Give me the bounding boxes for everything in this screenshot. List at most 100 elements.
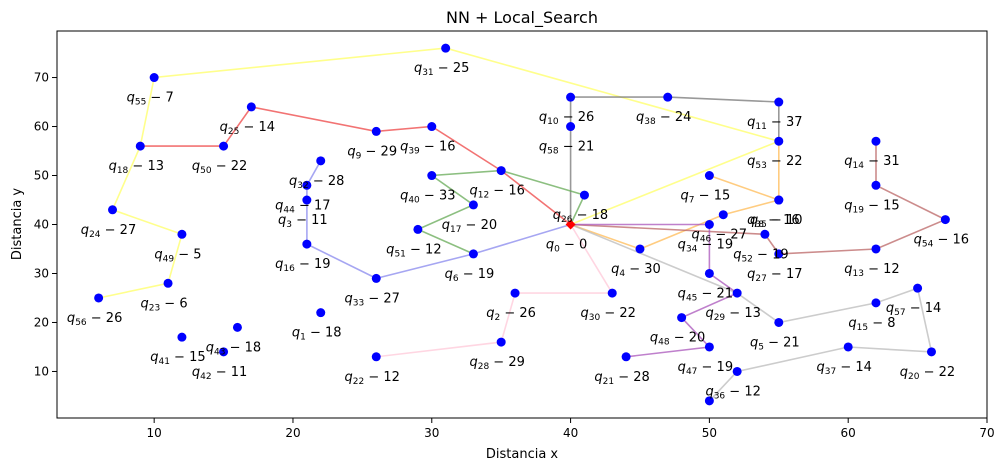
node-point: [774, 97, 784, 107]
x-axis-label: Distancia x: [486, 447, 559, 462]
node-point: [718, 210, 728, 220]
x-axis-ticks: 10 20 30 40 50 60 70: [147, 418, 995, 440]
node-label: q34 − 19: [678, 238, 733, 255]
node-label: q33 − 27: [345, 291, 400, 308]
y-tick-label: 10: [34, 364, 49, 378]
node-point: [732, 288, 742, 298]
node-label: q29 − 13: [705, 306, 760, 323]
node-point: [302, 239, 312, 249]
node-point: [704, 220, 714, 229]
x-tick-label: 70: [979, 426, 994, 440]
x-tick-label: 10: [147, 426, 162, 440]
node-point: [566, 92, 576, 102]
x-tick-label: 20: [285, 426, 300, 440]
points-layer: [94, 43, 950, 406]
node-point: [774, 136, 784, 146]
node-label: q31 − 25: [414, 61, 469, 78]
node-label: q57 − 14: [886, 301, 941, 318]
node-label: q45 − 21: [678, 286, 733, 303]
node-label: q46 − 27: [692, 228, 747, 245]
y-tick-label: 30: [34, 266, 49, 280]
y-axis-ticks: 10 20 30 40 50 60 70: [34, 71, 57, 378]
node-point: [496, 337, 506, 347]
node-point: [621, 352, 631, 362]
node-label: q41 − 15: [150, 350, 205, 367]
node-label: q18 − 13: [109, 159, 164, 176]
node-label: q47 − 19: [678, 360, 733, 377]
node-label: q37 − 14: [816, 360, 871, 377]
node-label: q15 − 8: [848, 316, 895, 333]
node-label: q42 − 11: [192, 365, 247, 382]
node-label: q48 − 20: [650, 331, 705, 348]
node-point: [871, 298, 881, 308]
y-tick-label: 70: [34, 71, 49, 85]
node-label: q14 − 31: [844, 154, 899, 171]
node-label: q49 − 5: [154, 247, 201, 264]
node-label: q54 − 16: [914, 233, 969, 250]
node-label: q51 − 12: [386, 242, 441, 259]
x-tick-label: 40: [563, 426, 578, 440]
node-point: [468, 249, 478, 259]
node-label: q9 − 29: [347, 144, 397, 161]
node-label: q26 − 18: [553, 208, 608, 225]
node-label: q36 − 12: [705, 384, 760, 401]
node-point: [663, 92, 673, 102]
node-label: q32 − 28: [289, 174, 344, 191]
node-point: [371, 126, 381, 136]
node-label: q38 − 24: [636, 110, 691, 127]
node-label: q12 − 16: [469, 184, 524, 201]
node-point: [760, 229, 770, 239]
node-point: [427, 171, 437, 181]
node-point: [843, 342, 853, 352]
node-label: q27 − 17: [747, 267, 802, 284]
node-label: q17 − 20: [442, 218, 497, 235]
node-label: q39 − 16: [400, 140, 455, 157]
node-label: q11 − 37: [747, 115, 802, 132]
node-point: [177, 332, 187, 342]
node-label: q8 − 16: [750, 213, 800, 230]
node-point: [371, 273, 381, 283]
node-label: q23 − 6: [140, 296, 187, 313]
node-label: q58 − 21: [539, 140, 594, 157]
node-point: [704, 171, 714, 181]
node-point: [774, 249, 784, 259]
node-point: [468, 200, 478, 210]
node-point: [607, 288, 617, 298]
node-point: [219, 347, 229, 357]
node-point: [302, 195, 312, 205]
node-point: [635, 244, 645, 254]
depot-marker: [565, 219, 576, 230]
y-tick-label: 40: [34, 218, 49, 232]
node-label: q1 − 18: [292, 326, 342, 343]
y-tick-label: 50: [34, 169, 49, 183]
node-point: [316, 156, 326, 166]
node-point: [913, 283, 923, 293]
node-label: q50 − 22: [192, 159, 247, 176]
node-point: [94, 293, 104, 303]
node-label: q40 − 33: [400, 189, 455, 206]
node-label: q24 − 27: [81, 223, 136, 240]
node-label: q28 − 29: [469, 355, 524, 372]
node-label: q19 − 15: [844, 198, 899, 215]
node-label: q13 − 12: [844, 262, 899, 279]
labels-layer: q0 − 0 q1 − 18 q2 − 26 q3 − 11 q4 − 30 q5 − 2…: [67, 61, 969, 401]
node-label: q53 − 22: [747, 154, 802, 171]
node-point: [246, 102, 256, 112]
node-point: [566, 122, 576, 132]
node-point: [704, 396, 714, 406]
node-point: [232, 322, 242, 332]
node-point: [774, 317, 784, 327]
node-label: q56 − 26: [67, 311, 122, 328]
node-point: [135, 141, 145, 151]
node-point: [302, 180, 312, 190]
node-point: [219, 141, 229, 151]
node-point: [413, 224, 423, 234]
y-axis-label: Distancia y: [10, 188, 25, 261]
node-label: q4 − 30: [611, 262, 661, 279]
node-point: [163, 278, 173, 288]
node-point: [496, 166, 506, 176]
node-label: q6 − 19: [445, 267, 495, 284]
node-label: q43 − 18: [206, 340, 261, 357]
node-point: [371, 352, 381, 362]
